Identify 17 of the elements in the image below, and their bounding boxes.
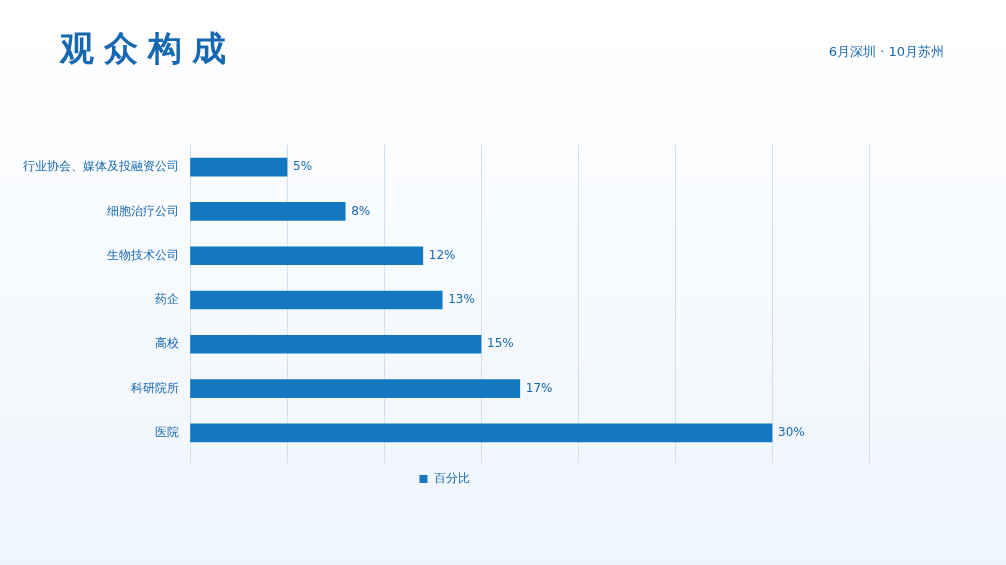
data-label: 13% [448,292,475,307]
data-label: 30% [778,424,805,439]
data-label: 8% [351,203,371,218]
y-tick-label: 行业协会、媒体及投融资公司 [23,159,179,174]
y-tick-label: 科研院所 [131,380,179,395]
chart-subtitle: 6月深圳 · 10月苏州 [828,43,944,61]
y-tick-label: 生物技术公司 [107,247,179,262]
legend-label: 百分比 [433,471,470,486]
data-label: 12% [428,247,456,262]
y-tick-label: 医院 [155,424,179,439]
data-label: 15% [487,336,514,351]
y-tick-label: 药企 [155,292,179,307]
data-label: 5% [293,159,313,174]
y-tick-label: 细胞治疗公司 [107,203,179,218]
y-tick-label: 高校 [155,336,179,351]
chart-title: 观众构成 [60,27,236,70]
data-label: 17% [525,380,553,395]
